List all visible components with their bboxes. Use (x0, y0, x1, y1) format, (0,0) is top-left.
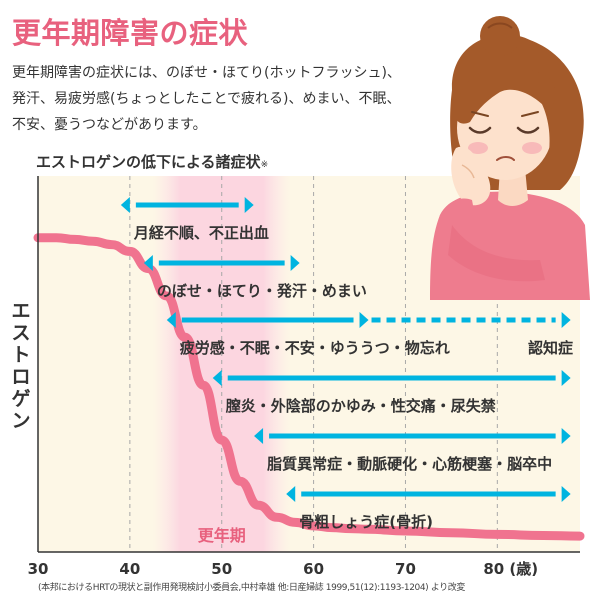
chart-title-text: エストロゲンの低下による諸症状 (36, 153, 261, 171)
source-citation: (本邦におけるHRTの現状と副作用発現検討小委員会,中村幸雄 他:日産婦誌 19… (38, 583, 465, 593)
symptom-label: のぼせ・ほてり・発汗・めまい (157, 282, 367, 300)
symptom-label: 膣炎・外陰部のかゆみ・性交痛・尿失禁 (226, 397, 496, 415)
arrow-head (143, 255, 153, 271)
menopause-band-label: 更年期 (198, 526, 246, 545)
chart-title-mark: ※ (260, 160, 269, 170)
symptom-range: 脂質異常症・動脈硬化・心筋梗塞・脳卒中 (254, 428, 571, 473)
x-tick-label: 80 (歳) (483, 560, 538, 578)
arrow-head (120, 197, 130, 213)
chart-title: エストロゲンの低下による諸症状※ (36, 151, 268, 172)
description-line: 発汗、易疲労感(ちょっとしたことで疲れる)、めまい、不眠、 (12, 91, 401, 107)
description-line: 不安、憂うつなどがあります。 (12, 117, 207, 133)
estrogen-curve (33, 233, 585, 541)
axes: 30 40 50 60 70 80 (歳) (28, 176, 580, 578)
arrow-head (212, 370, 222, 386)
arrow-head (286, 486, 296, 502)
symptom-label: 骨粗しょう症(骨折) (299, 513, 433, 531)
description-line: 更年期障害の症状には、のぼせ・ほてり(ホットフラッシュ)、 (12, 65, 401, 81)
arrow-head (166, 312, 176, 328)
page-title: 更年期障害の症状 (12, 16, 249, 50)
arrow-head (359, 312, 369, 328)
symptom-range: 骨粗しょう症(骨折) (286, 486, 571, 531)
symptom-range: 認知症 疲労感・不眠・不安・ゆううつ・物忘れ (166, 312, 573, 357)
symptom-label: 疲労感・不眠・不安・ゆううつ・物忘れ (180, 339, 450, 357)
grid-lines (129, 176, 498, 552)
arrow-head (561, 486, 571, 502)
description: 更年期障害の症状には、のぼせ・ほてり(ホットフラッシュ)、 発汗、易疲労感(ちょ… (12, 60, 432, 138)
arrow-head (561, 370, 571, 386)
x-tick-label: 40 (119, 560, 140, 578)
symptom-range: のぼせ・ほてり・発汗・めまい (143, 255, 367, 300)
arrow-head (254, 428, 264, 444)
symptom-continued-label: 認知症 (528, 339, 573, 357)
arrow-head (561, 428, 571, 444)
arrow-head (290, 255, 300, 271)
x-tick-label: 50 (211, 560, 232, 578)
symptom-label: 脂質異常症・動脈硬化・心筋梗塞・脳卒中 (267, 455, 552, 473)
symptom-range: 膣炎・外陰部のかゆみ・性交痛・尿失禁 (212, 370, 571, 415)
symptom-range: 月経不順、不正出血 (120, 197, 269, 242)
x-tick-label: 60 (303, 560, 324, 578)
arrow-head (244, 197, 254, 213)
symptom-label: 月経不順、不正出血 (133, 224, 269, 242)
x-tick-label: 70 (395, 560, 416, 578)
x-tick-label: 30 (28, 560, 49, 578)
arrow-head (561, 312, 571, 328)
y-axis-label: エストロゲン (11, 300, 31, 432)
